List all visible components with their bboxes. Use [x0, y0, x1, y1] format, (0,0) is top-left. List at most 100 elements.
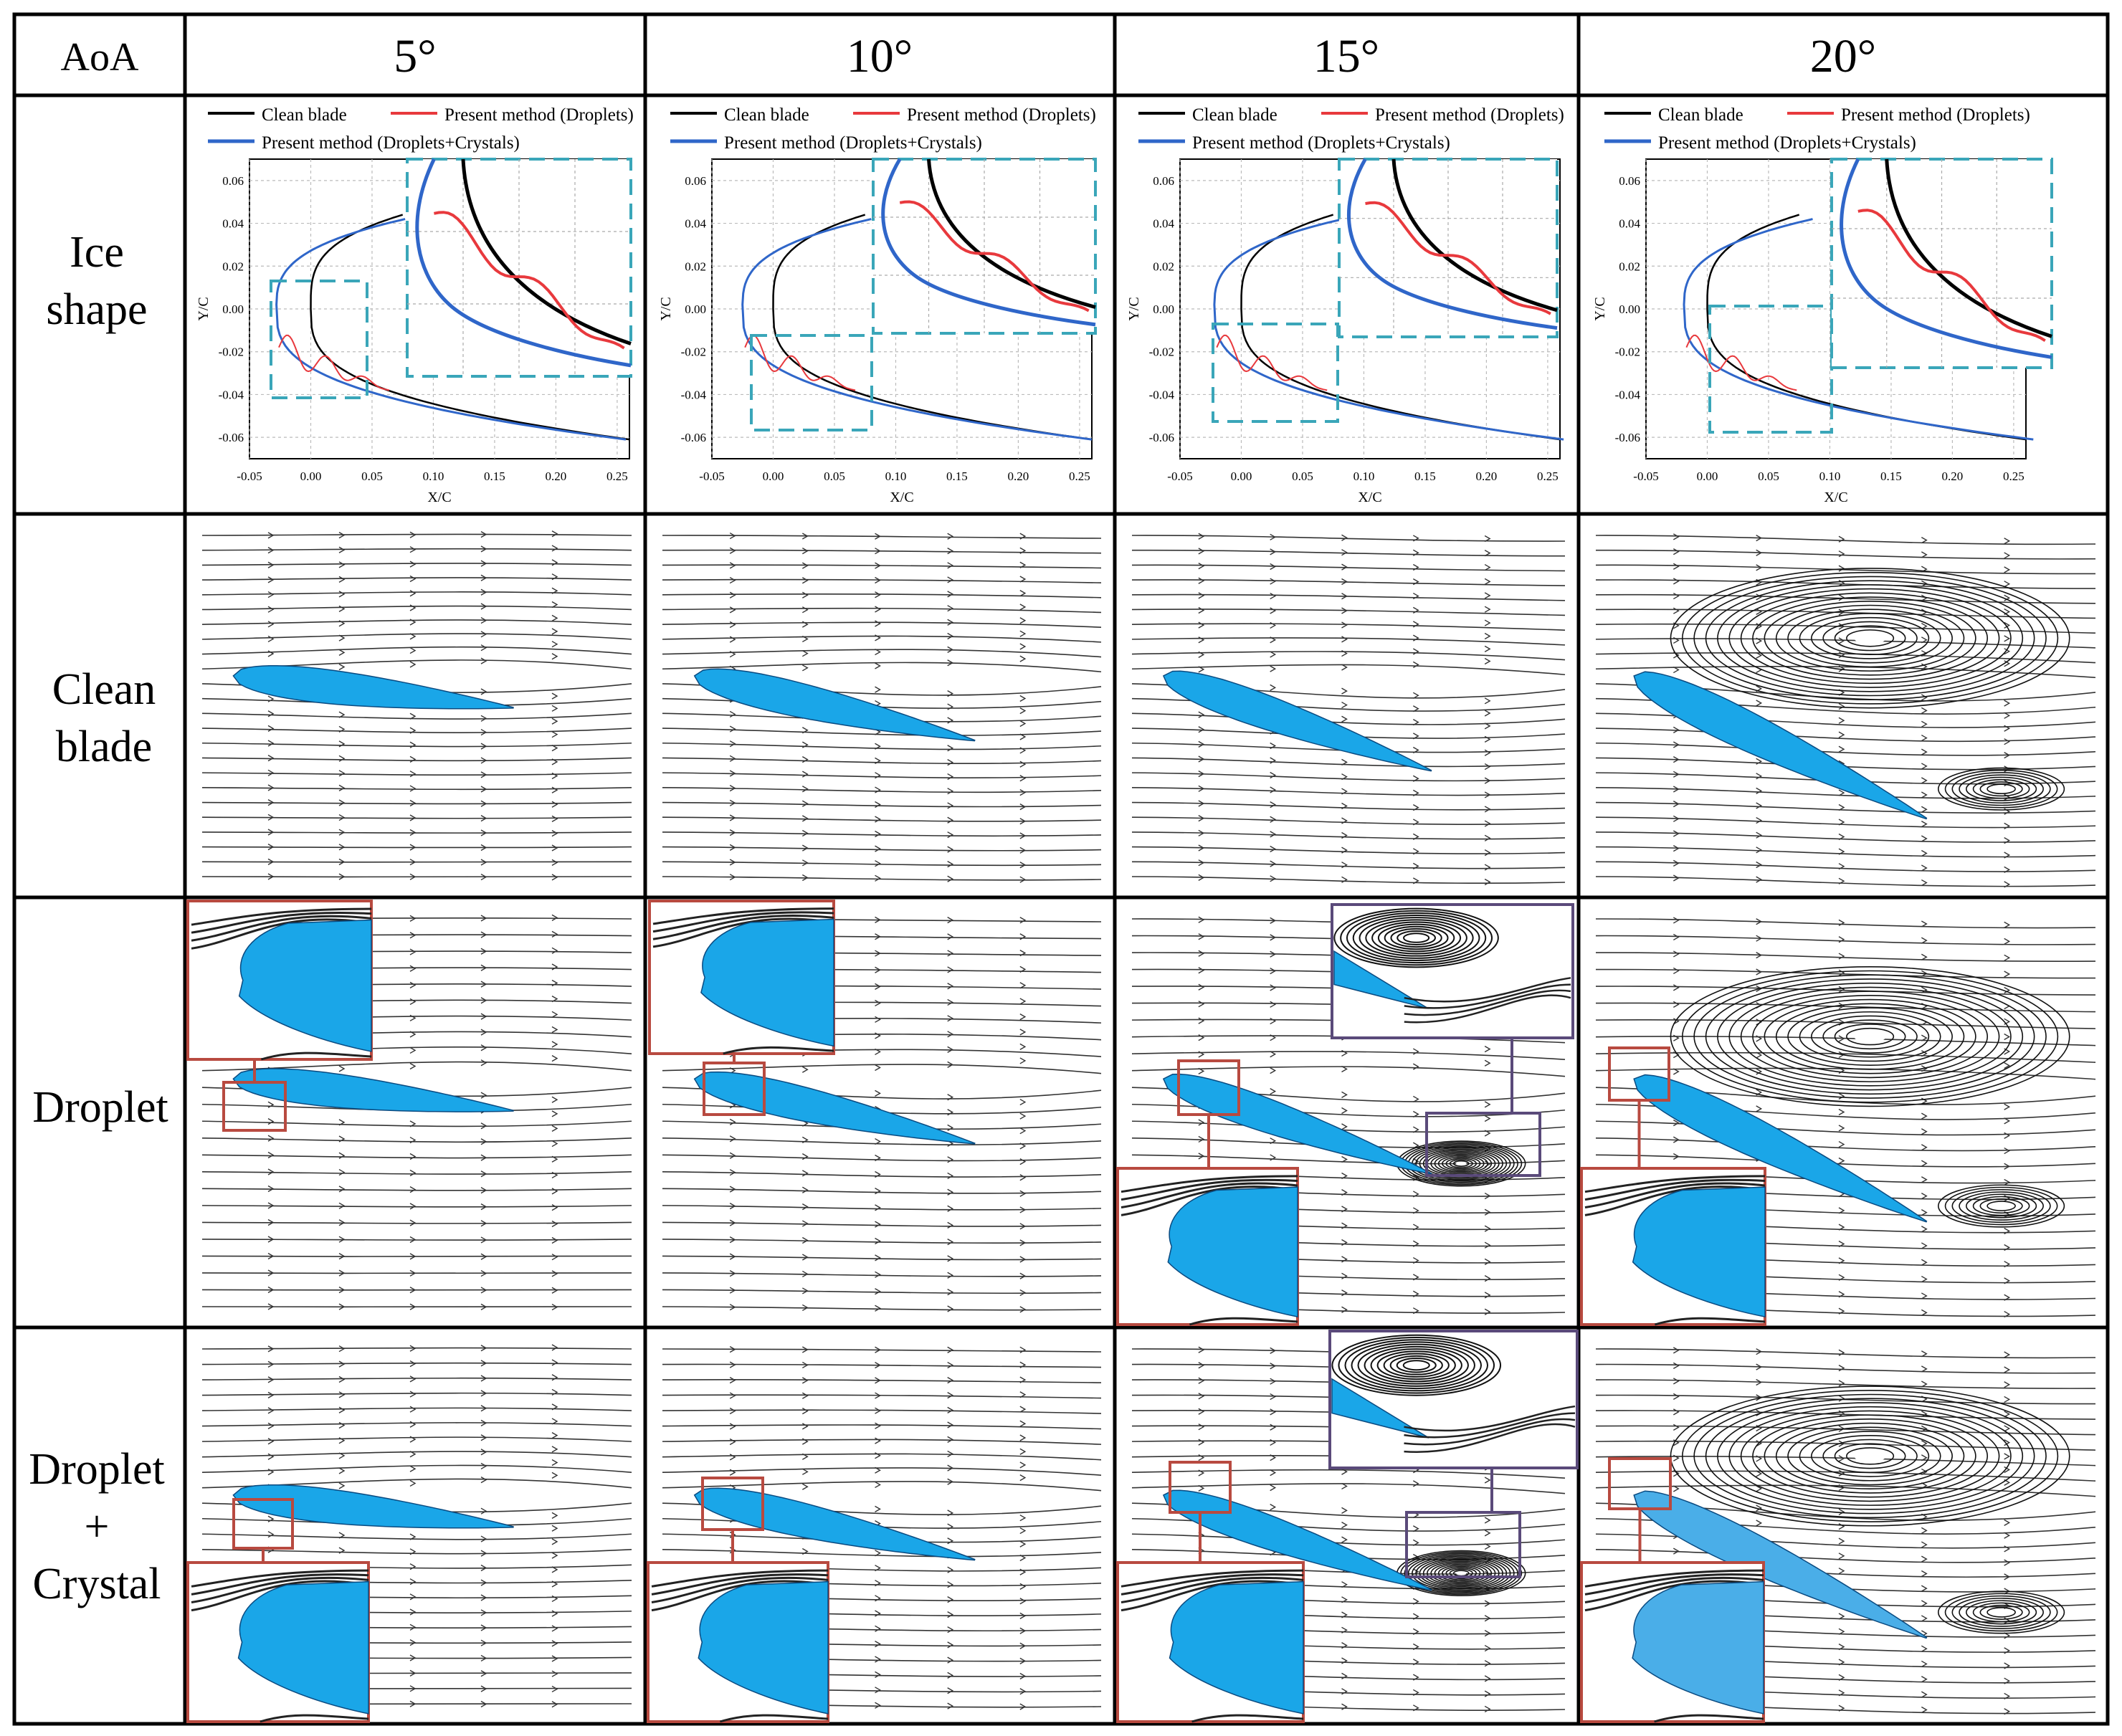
streamline [1131, 816, 1566, 825]
streamline-arrow [409, 1120, 417, 1127]
streamline-arrow [267, 1185, 275, 1193]
streamline-arrow [1921, 551, 1928, 558]
streamline-arrow [801, 1254, 809, 1261]
legend-droplets-label: Present method (Droplets) [444, 105, 634, 125]
streamline-arrow [338, 1375, 346, 1383]
streamline-arrow [1019, 1554, 1027, 1562]
streamline [662, 621, 1102, 628]
streamline-arrow [1341, 876, 1348, 883]
x-tick-label: 0.00 [1231, 469, 1252, 483]
streamline-arrow [480, 644, 487, 652]
streamline-arrow [1838, 702, 1845, 710]
y-axis-label: Y/C [658, 297, 674, 320]
vortex-ring [1752, 1414, 1989, 1498]
streamline-arrow [875, 1580, 881, 1587]
vortex-core [1854, 1450, 1886, 1462]
streamline-arrow [2004, 552, 2011, 559]
streamline [201, 801, 632, 805]
streamline-arrow [729, 621, 736, 629]
droplets-curve [744, 334, 856, 391]
streamline-arrow [267, 561, 275, 568]
streamline-arrow [409, 1062, 417, 1070]
streamline-arrow [1341, 549, 1348, 556]
streamline-arrow [1921, 953, 1928, 960]
streamline [662, 1409, 1102, 1414]
streamline-arrow [1198, 1484, 1205, 1492]
vortex-ring [1693, 1393, 2047, 1519]
streamline-arrow [1921, 806, 1928, 813]
streamline-arrow [2004, 1351, 2011, 1358]
streamline-arrow [875, 1452, 881, 1459]
streamline-arrow [1412, 1613, 1419, 1620]
streamline-arrow [409, 604, 417, 611]
vortex-ring [1846, 629, 1895, 647]
streamline-arrow [1838, 1522, 1845, 1530]
streamline-arrow [1838, 1380, 1845, 1387]
inset-streamline [1121, 1182, 1298, 1208]
streamline-arrow [875, 1377, 881, 1384]
streamline-arrow [409, 1186, 417, 1193]
streamline-arrow [1341, 1688, 1348, 1695]
streamline [1131, 564, 1566, 572]
streamline-arrow [875, 1466, 881, 1474]
streamline [1595, 652, 2096, 664]
streamline-arrow [801, 1423, 809, 1430]
streamline-arrow [551, 1287, 558, 1294]
streamline-arrow [409, 1303, 417, 1310]
streamline-arrow [1484, 1600, 1491, 1607]
streamline-arrow [409, 1421, 417, 1428]
streamline-arrow [2004, 837, 2011, 844]
streamline-arrow [480, 1535, 487, 1542]
streamline-arrow [2004, 1117, 2011, 1125]
streamline-arrow [480, 815, 487, 822]
streamline-arrow [801, 1220, 809, 1227]
streamline-arrow [1484, 1690, 1491, 1697]
streamline-arrow [1412, 705, 1419, 712]
streamline-arrow [1270, 742, 1277, 750]
streamline-arrow [1484, 849, 1491, 857]
x-tick-label: 0.25 [606, 469, 628, 483]
streamline-arrow [1921, 835, 1928, 842]
streamline-arrow [480, 1236, 487, 1244]
streamline-arrow [1198, 815, 1205, 822]
row-label-clean-blade-1: Clean [52, 665, 156, 714]
streamline-arrow [267, 1376, 275, 1383]
streamline-arrow [1484, 1615, 1491, 1622]
streamline-arrow [1838, 1291, 1845, 1298]
inset-streamline [651, 1569, 829, 1588]
streamline-arrow [875, 1625, 881, 1632]
vortex-ring [1359, 917, 1474, 959]
streamline [1131, 757, 1566, 768]
inset-streamline [652, 907, 834, 925]
blade-shape [693, 668, 976, 742]
vortex-ring [1397, 930, 1436, 945]
streamline-arrow [551, 844, 558, 852]
vortex-ring [1351, 1341, 1482, 1390]
streamline-arrow [2004, 1411, 2011, 1418]
streamline-arrow [1484, 1530, 1491, 1537]
streamline-arrow [1019, 933, 1027, 940]
streamline-arrow [1019, 1434, 1027, 1441]
streamline-arrow [2004, 1310, 2011, 1318]
inset-streamline [1584, 1175, 1766, 1193]
vortex-ring [1810, 1015, 1930, 1058]
plot-legend: Clean blade Present method (Droplets)Pres… [208, 105, 634, 153]
streamline-arrow [1019, 533, 1027, 540]
streamline [662, 1289, 1102, 1294]
streamline-arrow [1341, 862, 1348, 869]
streamline-arrow [1270, 1408, 1277, 1416]
streamline-arrow [409, 1578, 417, 1585]
streamline-arrow [729, 591, 736, 598]
streamline-arrow [1412, 1689, 1419, 1697]
y-tick-label: 0.00 [1153, 302, 1174, 316]
streamline-arrow [1019, 788, 1027, 796]
streamline [201, 633, 632, 640]
streamline-arrow [1019, 720, 1027, 728]
streamline-arrow [1341, 1222, 1348, 1229]
streamline [662, 1221, 1102, 1227]
streamline-arrow [1484, 645, 1491, 652]
streamline-arrow [409, 1046, 417, 1054]
streamline [201, 1548, 632, 1555]
streamline-arrow [551, 653, 558, 660]
streamline-arrow [1019, 1190, 1027, 1197]
